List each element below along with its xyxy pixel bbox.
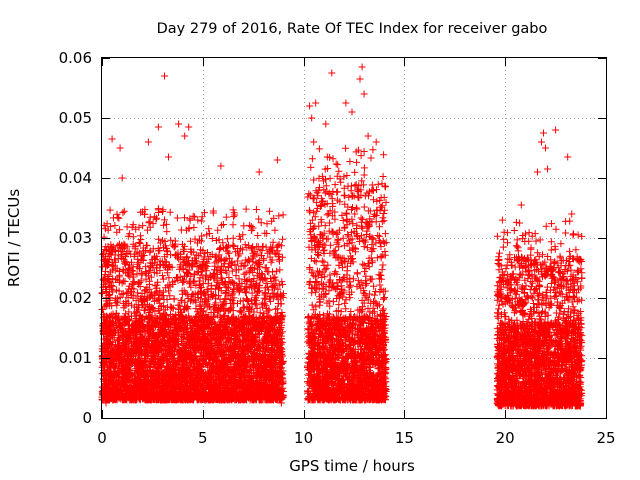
data-point [154,123,162,131]
data-point [568,210,576,218]
data-point [372,138,380,146]
data-point [342,99,350,107]
data-point [360,90,368,98]
y-tick-label: 0.04 [59,169,92,187]
x-tick-label: 15 [395,429,414,447]
y-tick-labels: 0 0.01 0.02 0.03 0.04 0.05 0.06 [59,49,92,427]
data-point [348,108,356,116]
data-point [165,153,172,161]
data-point [181,132,189,140]
data-point-group [304,146,390,404]
data-point [277,399,285,407]
x-axis-label: GPS time / hours [289,457,415,475]
data-points [98,63,586,410]
data-point [273,156,281,164]
chart-title: Day 279 of 2016, Rate Of TEC Index for r… [157,21,548,37]
data-point [308,114,316,122]
y-tick-label: 0 [82,409,92,427]
data-point [540,129,547,137]
data-point [544,165,551,173]
data-point [542,144,549,152]
data-point [358,63,366,71]
x-tick-label: 25 [596,429,615,447]
data-point-group [493,217,586,410]
x-tick-label: 5 [198,429,208,447]
y-tick-label: 0.05 [59,109,92,127]
data-point [102,399,110,407]
data-point [507,402,515,410]
data-point [356,75,364,83]
data-point [255,168,263,176]
data-point [517,201,525,209]
data-point [118,174,126,182]
y-axis-label: ROTI / TECUs [5,189,23,287]
data-point-group [98,214,287,404]
data-point [185,123,193,131]
data-point [161,72,168,80]
data-point [116,144,124,152]
data-point [562,402,570,410]
plot-frame [101,57,607,419]
data-point [322,120,330,128]
data-point [534,168,541,176]
data-point [552,126,560,134]
data-point [328,69,336,77]
data-point-group [312,229,389,404]
y-tick-label: 0.01 [59,349,92,367]
data-point [364,132,372,140]
y-tick-label: 0.02 [59,289,92,307]
data-point [312,99,320,107]
axis-ticks [102,58,607,419]
data-point [564,153,572,161]
data-point [217,162,225,170]
y-tick-label: 0.03 [59,229,92,247]
y-tick-label: 0.06 [59,49,92,67]
data-point [538,138,545,146]
data-point [306,102,314,110]
data-point [310,138,318,146]
x-tick-label: 20 [496,429,515,447]
x-tick-label: 0 [97,429,107,447]
x-tick-label: 10 [294,429,313,447]
x-tick-labels: 0 5 10 15 20 25 [97,429,615,447]
data-point [108,135,116,143]
data-point [175,120,183,128]
data-point [144,138,152,146]
